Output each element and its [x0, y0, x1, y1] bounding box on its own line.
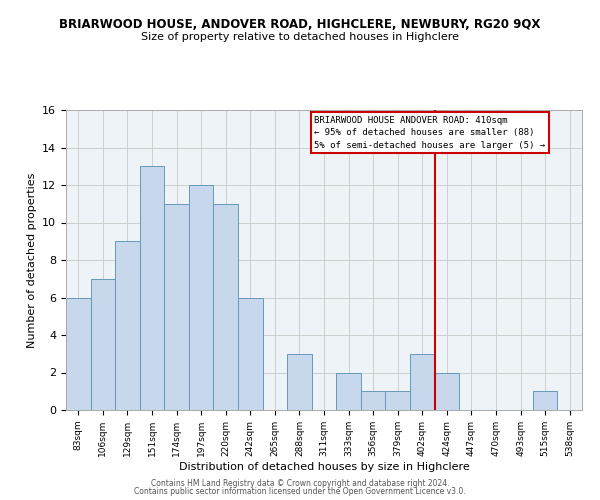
Text: Contains public sector information licensed under the Open Government Licence v3: Contains public sector information licen… [134, 487, 466, 496]
Text: Size of property relative to detached houses in Highclere: Size of property relative to detached ho… [141, 32, 459, 42]
Bar [533, 391, 557, 410]
Text: BRIARWOOD HOUSE, ANDOVER ROAD, HIGHCLERE, NEWBURY, RG20 9QX: BRIARWOOD HOUSE, ANDOVER ROAD, HIGHCLERE… [59, 18, 541, 30]
Bar [361, 391, 385, 410]
Bar [434, 372, 459, 410]
Bar [336, 372, 361, 410]
Bar [238, 298, 263, 410]
Bar [115, 242, 140, 410]
X-axis label: Distribution of detached houses by size in Highclere: Distribution of detached houses by size … [179, 462, 469, 471]
Bar [189, 185, 214, 410]
Bar [140, 166, 164, 410]
Bar [385, 391, 410, 410]
Bar [66, 298, 91, 410]
Bar [410, 354, 434, 410]
Bar [214, 204, 238, 410]
Bar [91, 279, 115, 410]
Text: BRIARWOOD HOUSE ANDOVER ROAD: 410sqm
← 95% of detached houses are smaller (88)
5: BRIARWOOD HOUSE ANDOVER ROAD: 410sqm ← 9… [314, 116, 545, 150]
Bar [287, 354, 312, 410]
Y-axis label: Number of detached properties: Number of detached properties [26, 172, 37, 348]
Text: Contains HM Land Registry data © Crown copyright and database right 2024.: Contains HM Land Registry data © Crown c… [151, 478, 449, 488]
Bar [164, 204, 189, 410]
